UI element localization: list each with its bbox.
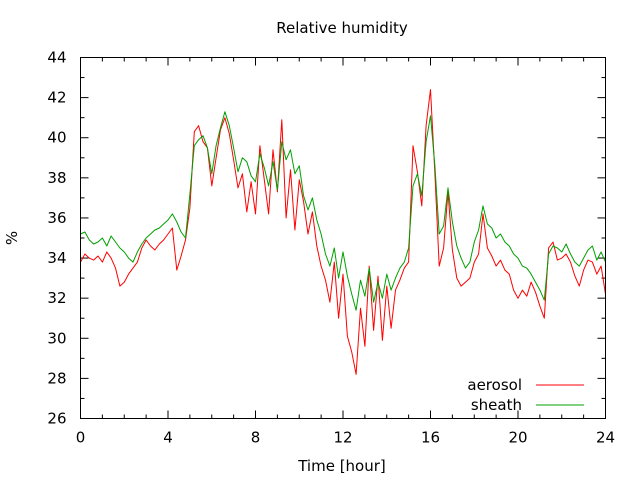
y-tick-label: 30 <box>47 329 66 347</box>
series-line-sheath <box>80 111 606 311</box>
y-tick-label: 28 <box>47 369 66 387</box>
major-ticks <box>80 57 606 419</box>
chart-title: Relative humidity <box>276 19 408 37</box>
plot-frame <box>80 57 606 419</box>
x-tick-label: 4 <box>163 429 173 447</box>
y-tick-label: 40 <box>47 129 66 147</box>
y-tick-label: 38 <box>47 169 66 187</box>
legend-label-sheath: sheath <box>471 396 522 414</box>
y-tick-label: 32 <box>47 289 66 307</box>
x-tick-label: 12 <box>333 429 352 447</box>
y-tick-label: 26 <box>47 410 66 428</box>
x-axis-label: Time [hour] <box>297 457 386 475</box>
series-line-aerosol <box>80 89 606 375</box>
series-layer <box>80 89 606 375</box>
tick-labels: 0 4 8 12 16 20 24 26 28 30 32 34 36 38 40 42 44 <box>47 49 615 447</box>
legend-label-aerosol: aerosol <box>467 376 522 394</box>
y-tick-label: 42 <box>47 89 66 107</box>
minor-ticks <box>80 57 606 419</box>
y-tick-label: 44 <box>47 49 66 67</box>
y-tick-label: 34 <box>47 249 66 267</box>
y-axis-label: % <box>3 231 21 245</box>
legend: aerosol sheath <box>467 376 584 414</box>
x-tick-label: 16 <box>421 429 440 447</box>
y-tick-label: 36 <box>47 209 66 227</box>
x-tick-label: 24 <box>596 429 615 447</box>
x-tick-label: 8 <box>251 429 261 447</box>
x-tick-label: 0 <box>76 429 86 447</box>
x-tick-label: 20 <box>508 429 527 447</box>
